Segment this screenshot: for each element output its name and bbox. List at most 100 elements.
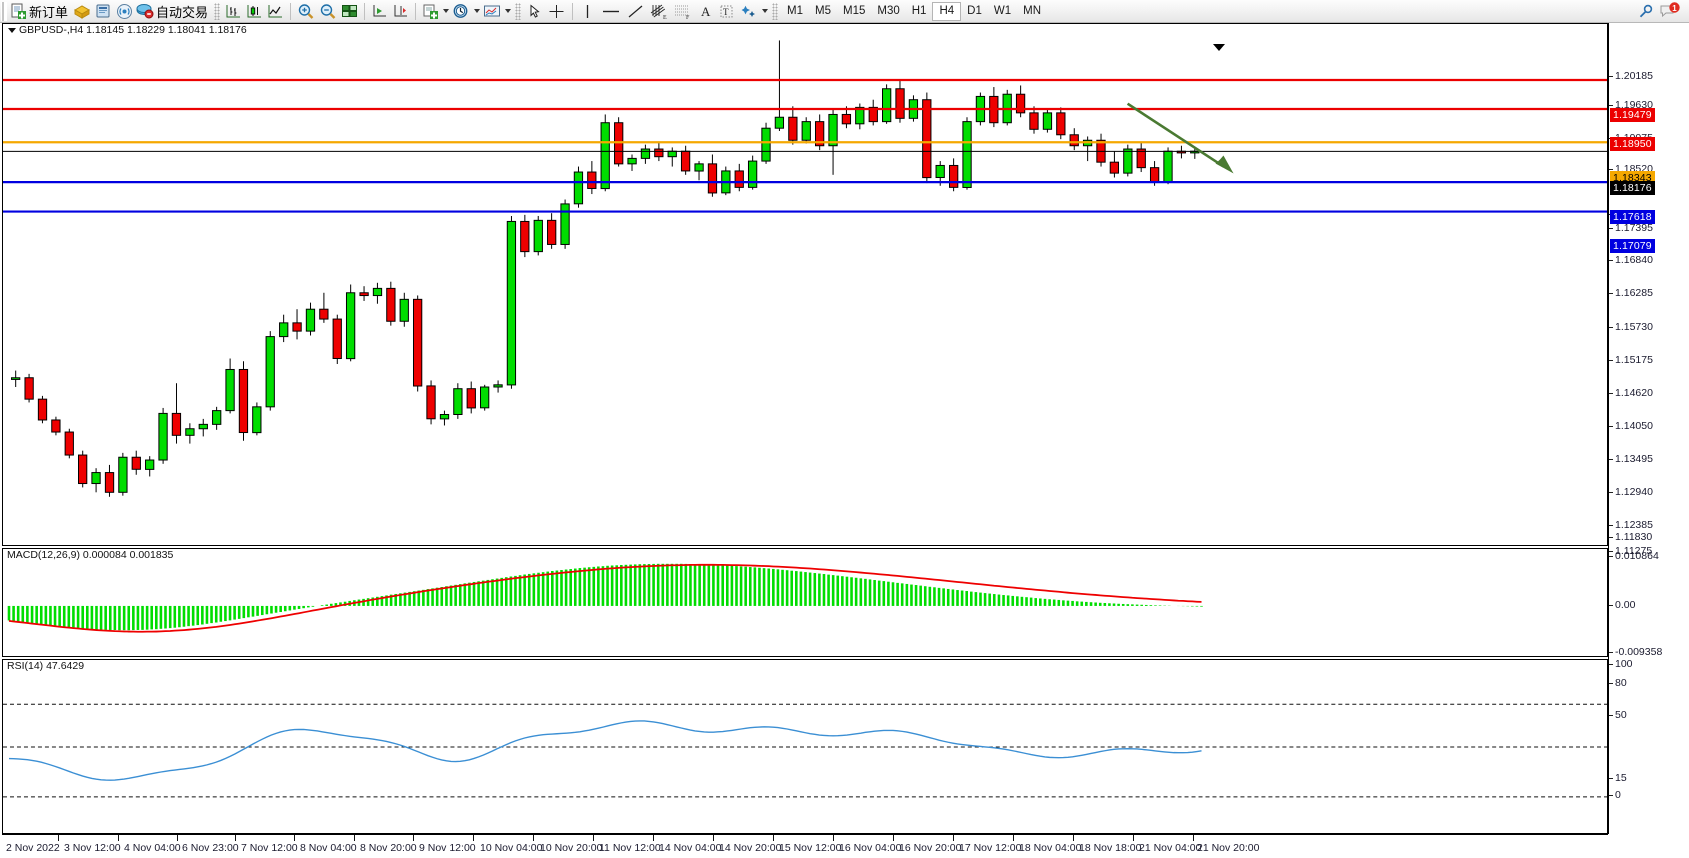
- time-tick: [893, 835, 894, 841]
- timeframe-mn[interactable]: MN: [1023, 5, 1041, 17]
- indicators-dropdown-arrow[interactable]: [441, 1, 450, 22]
- rsi-plot[interactable]: [3, 660, 1607, 833]
- candlestick-chart-button[interactable]: [244, 1, 265, 22]
- chart-scroll-marker[interactable]: [1213, 44, 1225, 51]
- macd-label: MACD(12,26,9) 0.000084 0.001835: [7, 549, 174, 561]
- auto-trading-button[interactable]: 自动交易: [135, 1, 211, 22]
- line-chart-button[interactable]: [265, 1, 286, 22]
- cursor-button[interactable]: [524, 1, 545, 22]
- macd-plot[interactable]: [3, 549, 1607, 656]
- fibonacci-button[interactable]: F: [671, 1, 695, 22]
- price-level-chip-red[interactable]: 1.19479: [1610, 108, 1655, 122]
- notification-icon: 1: [1660, 2, 1680, 18]
- price-axis-label: 1.13495: [1615, 453, 1653, 465]
- toolbar-grip-2[interactable]: [214, 2, 221, 20]
- symbol-dropdown-icon[interactable]: [8, 28, 16, 33]
- notification-button[interactable]: 1: [1657, 1, 1683, 22]
- timeframe-w1[interactable]: W1: [993, 5, 1012, 17]
- templates-dropdown-arrow[interactable]: [503, 1, 512, 22]
- time-axis[interactable]: 2 Nov 2022 3 Nov 12:00 4 Nov 04:00 6 Nov 23…: [2, 834, 1608, 857]
- timeframe-m15[interactable]: M15: [843, 5, 866, 17]
- axis-tick: [1609, 683, 1613, 684]
- new-order-button[interactable]: 新订单: [9, 1, 71, 22]
- bar-chart-button[interactable]: [223, 1, 244, 22]
- tile-windows-button[interactable]: [339, 1, 360, 22]
- time-axis-label: 14 Nov 20:00: [719, 842, 782, 854]
- text-button[interactable]: A: [695, 1, 716, 22]
- axis-tick: [1609, 105, 1613, 106]
- price-axis-label: 1.20185: [1615, 70, 1653, 82]
- broadcast-icon: [117, 3, 133, 19]
- axis-tick: [1609, 605, 1613, 606]
- svg-text:E: E: [663, 15, 667, 20]
- toolbar-separator-2: [364, 2, 366, 20]
- indicators-button[interactable]: [420, 1, 441, 22]
- timeframe-m1[interactable]: M1: [787, 5, 804, 17]
- macd-pane[interactable]: MACD(12,26,9) 0.000084 0.001835: [2, 548, 1608, 657]
- time-axis-label: 6 Nov 23:00: [182, 842, 239, 854]
- label-button[interactable]: T: [716, 1, 737, 22]
- vline-button[interactable]: [577, 1, 598, 22]
- autoscroll-button[interactable]: [369, 1, 390, 22]
- price-level-chip-red[interactable]: 1.18950: [1610, 137, 1655, 151]
- rsi-axis-label: 15: [1615, 772, 1627, 784]
- hline-button[interactable]: [598, 1, 624, 22]
- broadcast-button[interactable]: [114, 1, 135, 22]
- timeframe-h4[interactable]: H4: [932, 1, 962, 21]
- timeframe-m5[interactable]: M5: [815, 5, 831, 17]
- objects-button[interactable]: [737, 1, 760, 22]
- timeframe-m30[interactable]: M30: [877, 5, 900, 17]
- periods-dropdown-arrow[interactable]: [472, 1, 481, 22]
- price-plot[interactable]: [3, 24, 1607, 545]
- periods-icon: [453, 3, 468, 18]
- price-pane[interactable]: GBPUSD-,H4 1.18145 1.18229 1.18041 1.181…: [2, 23, 1608, 546]
- axis-tick: [1609, 795, 1613, 796]
- equidistant-channel-button[interactable]: E: [647, 1, 671, 22]
- time-axis-label: 21 Nov 20:00: [1197, 842, 1260, 854]
- templates-button[interactable]: [481, 1, 503, 22]
- toolbar-grip-3[interactable]: [515, 2, 522, 20]
- time-tick: [118, 835, 119, 841]
- toolbar-grip-1[interactable]: [1, 1, 7, 21]
- toolbar-grip-4[interactable]: [772, 2, 779, 20]
- price-axis[interactable]: 1.201851.196301.190751.185201.179651.173…: [1608, 23, 1689, 834]
- rsi-line: [8, 720, 1202, 781]
- time-tick: [413, 835, 414, 841]
- price-axis-label: 1.14620: [1615, 387, 1653, 399]
- time-tick: [593, 835, 594, 841]
- trendline-button[interactable]: [624, 1, 647, 22]
- time-tick: [235, 835, 236, 841]
- rsi-pane[interactable]: RSI(14) 47.6429: [2, 659, 1608, 834]
- hline-icon: [603, 10, 620, 12]
- rsi-svg: [3, 703, 1607, 798]
- search-button[interactable]: [1635, 1, 1657, 22]
- price-level-chip-black[interactable]: 1.18176: [1610, 181, 1655, 195]
- time-tick: [773, 835, 774, 841]
- macd-axis-label: -0.009358: [1615, 646, 1663, 658]
- axis-tick: [1609, 360, 1613, 361]
- pack-button[interactable]: [71, 1, 93, 22]
- pack-icon: [74, 4, 91, 19]
- periods-button[interactable]: [450, 1, 472, 22]
- timeframe-h1[interactable]: H1: [911, 5, 927, 17]
- trendline-icon: [628, 5, 643, 17]
- objects-dropdown-arrow[interactable]: [760, 1, 769, 22]
- price-level-chip-blue[interactable]: 1.17618: [1610, 210, 1655, 224]
- price-level-chip-blue[interactable]: 1.17079: [1610, 239, 1655, 253]
- timeframe-d1[interactable]: D1: [967, 5, 982, 17]
- cursor-icon: [530, 3, 540, 18]
- new-order-label: 新订单: [29, 5, 69, 21]
- svg-text:F: F: [686, 15, 690, 20]
- time-tick: [1013, 835, 1014, 841]
- axis-tick: [1609, 556, 1613, 557]
- crosshair-button[interactable]: [545, 1, 568, 22]
- zoom-out-button[interactable]: [317, 1, 339, 22]
- zoom-in-button[interactable]: [295, 1, 317, 22]
- rsi-axis-label: 0: [1615, 789, 1621, 801]
- time-tick: [833, 835, 834, 841]
- time-axis-label: 17 Nov 12:00: [959, 842, 1022, 854]
- chart-shift-button[interactable]: [390, 1, 411, 22]
- print-preview-button[interactable]: [93, 1, 114, 22]
- crosshair-icon: [549, 4, 564, 18]
- macd-histogram: [7, 563, 1203, 631]
